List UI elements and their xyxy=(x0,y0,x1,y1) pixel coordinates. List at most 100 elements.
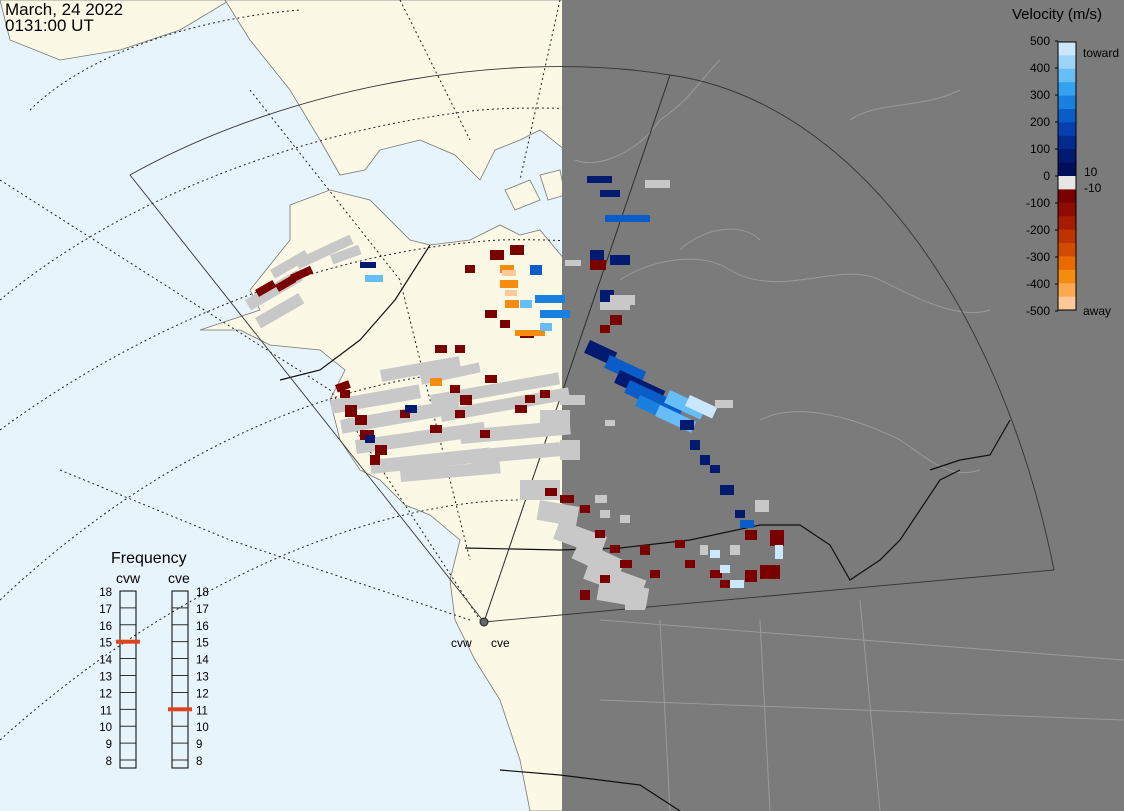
radar-cell xyxy=(274,275,297,292)
colorbar-segment xyxy=(1058,216,1076,231)
radar-cell xyxy=(675,540,685,548)
radar-cell xyxy=(745,530,757,540)
freq-column-west xyxy=(119,590,137,769)
colorbar-tick-label: 400 xyxy=(1030,61,1050,75)
freq-col-east: cve xyxy=(168,570,190,586)
freq-marker-west xyxy=(116,639,140,644)
freq-scale-label: 18 xyxy=(196,587,209,599)
radar-cell xyxy=(620,560,632,568)
colorbar-tick-label: -500 xyxy=(1026,304,1050,318)
radar-cell xyxy=(740,520,754,528)
radar-cell xyxy=(565,260,581,266)
radar-cell xyxy=(375,445,387,455)
radar-cell xyxy=(295,234,354,270)
radar-cell xyxy=(520,300,532,308)
freq-column-east xyxy=(171,590,189,769)
colorbar-segment xyxy=(1058,55,1076,70)
radar-cell xyxy=(715,400,733,408)
freq-scale-label: 9 xyxy=(106,739,112,751)
colorbar-segment xyxy=(1058,95,1076,110)
colorbar-segment xyxy=(1058,42,1076,56)
radar-cell xyxy=(460,395,472,405)
colorbar-segment xyxy=(1058,176,1076,190)
radar-cell xyxy=(400,410,410,418)
radar-cell xyxy=(730,580,744,588)
radar-cell xyxy=(595,530,605,538)
colorbar-tick-label: -400 xyxy=(1026,277,1050,291)
radar-cell xyxy=(536,500,580,527)
velocity-cells xyxy=(245,176,784,610)
colorbar-tick-label: -10 xyxy=(1084,181,1102,195)
radar-cell xyxy=(345,405,357,417)
freq-scale-label: 12 xyxy=(99,688,112,700)
freq-scale-label: 13 xyxy=(196,672,209,684)
radar-cell xyxy=(580,590,590,600)
radar-cell xyxy=(500,320,510,328)
radar-cell xyxy=(540,410,570,430)
radar-cell xyxy=(399,461,501,482)
radar-cell xyxy=(355,415,367,425)
colorbar-segment xyxy=(1058,122,1076,137)
date-label: March, 24 2022 xyxy=(5,0,124,19)
radar-cell xyxy=(720,580,730,588)
radar-cell xyxy=(710,550,720,558)
radar-cell xyxy=(610,295,635,305)
radar-cell xyxy=(720,565,730,573)
radar-cell xyxy=(365,435,375,443)
radar-site xyxy=(479,617,489,627)
radar-cell xyxy=(560,395,585,405)
radar-cell xyxy=(680,420,694,430)
radar-cell xyxy=(485,375,497,383)
frequency-title: Frequency xyxy=(111,550,187,567)
radar-cell xyxy=(745,570,757,582)
radar-cell xyxy=(502,270,516,276)
radar-cell xyxy=(640,545,650,555)
freq-scale-label: 9 xyxy=(196,739,202,751)
radar-label-east: cve xyxy=(491,636,510,650)
frequency-panel: 18 18 17 17 16 16 15 15 14 14 13 13 12 12 11 11 10 10 9 9 8 8 xyxy=(99,587,209,769)
radar-cell xyxy=(370,447,491,474)
freq-scale-label: 17 xyxy=(196,604,209,616)
radar-cell xyxy=(545,488,557,496)
radar-cell xyxy=(465,265,475,273)
radar-cell xyxy=(380,356,461,382)
colorbar-segment xyxy=(1058,135,1076,150)
colorbar-segment xyxy=(1058,256,1076,271)
radar-cell xyxy=(430,425,442,433)
radar-cell xyxy=(490,250,504,260)
toward-label: toward xyxy=(1083,46,1120,60)
radar-cell xyxy=(720,485,734,495)
radar-cell xyxy=(439,387,571,422)
colorbar-tick-label: 10 xyxy=(1084,165,1098,179)
radar-cell xyxy=(430,378,442,386)
radar-cell xyxy=(435,345,447,353)
radar-cell xyxy=(255,280,277,297)
colorbar-tick-label: 300 xyxy=(1030,88,1050,102)
night-coastlines xyxy=(574,59,1124,811)
colorbar-title: Velocity (m/s) xyxy=(1012,6,1103,23)
freq-scale-label: 10 xyxy=(196,722,209,734)
radar-cell xyxy=(515,330,545,336)
radar-cell xyxy=(710,570,722,578)
radar-cell xyxy=(600,575,610,583)
radar-cell xyxy=(290,265,314,283)
radar-cell xyxy=(480,430,490,438)
radar-cell xyxy=(540,390,550,398)
radar-cell xyxy=(610,315,622,325)
radar-cell xyxy=(525,395,535,403)
radar-cell xyxy=(770,530,784,546)
freq-scale-label: 10 xyxy=(99,722,112,734)
colorbar-tick-label: 200 xyxy=(1030,115,1050,129)
radar-cell xyxy=(530,265,542,275)
freq-scale-label: 8 xyxy=(196,756,202,768)
freq-scale-label: 17 xyxy=(99,604,112,616)
radar-label-west: cvw xyxy=(451,636,472,650)
radar-cell xyxy=(360,262,376,268)
colorbar-segment xyxy=(1058,189,1076,204)
freq-scale-label: 11 xyxy=(100,705,112,717)
radar-cell xyxy=(760,565,780,579)
freq-scale-label: 14 xyxy=(196,655,209,667)
radar-cell xyxy=(600,190,620,197)
colorbar-segment xyxy=(1058,109,1076,123)
radar-cell xyxy=(505,300,519,308)
